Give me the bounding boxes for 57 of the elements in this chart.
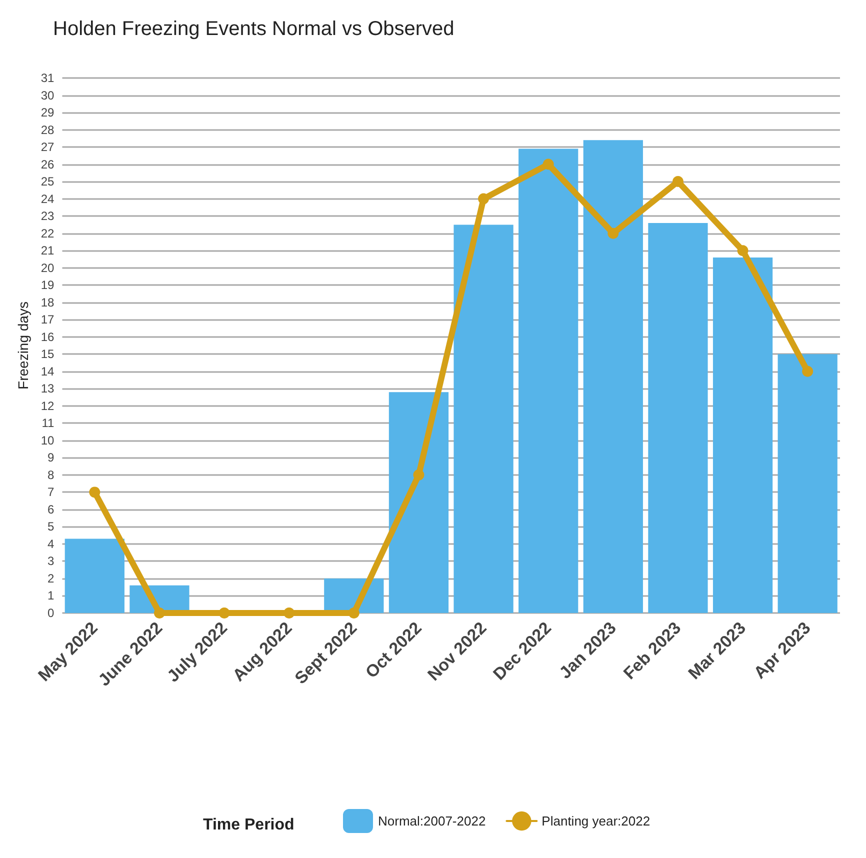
point — [737, 245, 748, 256]
y-tick-label: 11 — [42, 416, 55, 430]
y-tick-label: 19 — [40, 278, 55, 292]
y-tick-label: 21 — [40, 244, 55, 258]
point — [413, 469, 424, 480]
y-tick-label: 16 — [40, 330, 55, 344]
y-tick-label: 15 — [40, 347, 55, 362]
y-tick-label: 6 — [48, 502, 55, 516]
bar — [583, 140, 643, 613]
bar — [648, 222, 708, 613]
y-tick-label: 13 — [40, 382, 55, 396]
legend-title: Time Period — [203, 816, 294, 834]
y-tick-label: 29 — [40, 106, 55, 120]
y-tick-label: 3 — [48, 554, 55, 568]
y-tick-label: 9 — [48, 450, 55, 465]
point — [478, 193, 490, 204]
point — [542, 158, 554, 170]
y-tick-label: 25 — [40, 174, 55, 189]
y-tick-label: 18 — [40, 295, 55, 310]
point — [802, 366, 814, 377]
y-tick-label: 30 — [40, 88, 55, 102]
point — [154, 608, 165, 618]
y-tick-label: 14 — [40, 364, 55, 378]
point — [284, 608, 295, 618]
bar — [518, 148, 578, 613]
y-tick-label: 1 — [48, 588, 55, 603]
point — [672, 176, 684, 188]
y-tick-label: 28 — [40, 122, 55, 137]
y-tick-label: 5 — [48, 520, 55, 534]
y-tick-label: 0 — [48, 606, 55, 620]
y-tick-label: 26 — [40, 157, 55, 172]
legend-label: Planting year:2022 — [542, 814, 650, 828]
y-tick-label: 12 — [40, 398, 55, 413]
y-tick-label: 22 — [40, 226, 55, 240]
point — [608, 228, 619, 239]
bar — [778, 354, 838, 613]
y-tick-label: 4 — [48, 536, 55, 551]
y-tick-label: 7 — [48, 485, 55, 500]
bar — [388, 392, 449, 613]
point — [218, 608, 230, 618]
y-tick-label: 17 — [40, 312, 55, 327]
y-tick-label: 31 — [40, 71, 55, 85]
bar — [454, 224, 514, 613]
y-tick-label: 20 — [40, 260, 55, 275]
point — [89, 486, 100, 498]
point — [348, 608, 360, 618]
y-tick-label: 23 — [40, 209, 55, 224]
y-tick-label: 24 — [40, 192, 55, 206]
y-tick-label: 2 — [48, 571, 55, 586]
y-tick-label: 8 — [48, 468, 55, 482]
legend-label: Normal:2007-2022 — [378, 814, 486, 828]
bar — [712, 257, 773, 613]
y-tick-label: 10 — [40, 433, 55, 448]
chart-title: Holden Freezing Events Normal vs Observed — [53, 18, 454, 40]
y-tick-label: 27 — [40, 140, 55, 154]
bar — [64, 538, 124, 613]
y-axis-title: Freezing days — [15, 302, 31, 390]
